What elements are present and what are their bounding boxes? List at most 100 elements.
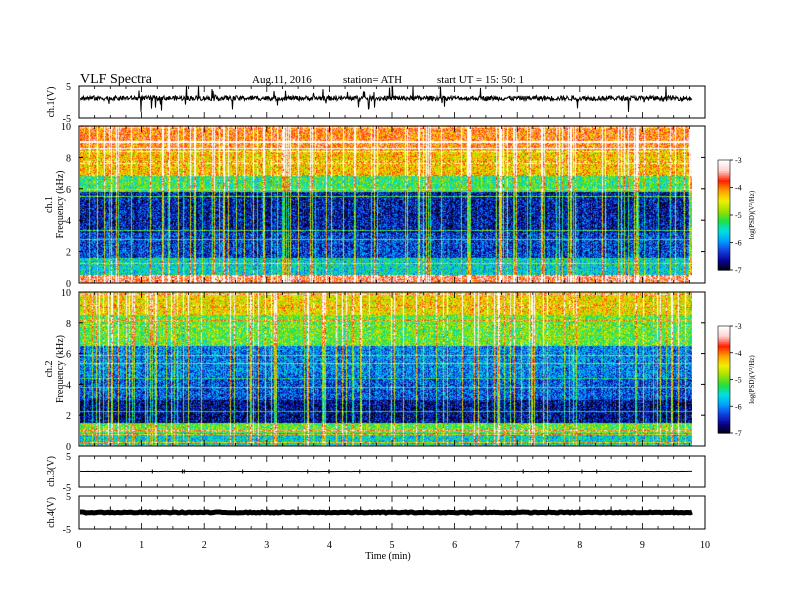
ch1-spectrogram-colorbar-segment [718,268,730,271]
ch1-waveform-trace [79,85,693,112]
ch2-spectrogram-colorbar-segment [718,338,730,341]
ch1-spectrogram-colorbar-segment [718,185,730,189]
ch1-spectrogram-ytick-label: 6 [66,185,71,196]
ch1-spectrogram-colorbar-segment [718,161,730,165]
ch2-spectrogram-colorbar-segment [718,372,730,375]
ch1-spectrogram-colorbar-segment [718,163,730,167]
x-tick-label: 6 [452,540,457,551]
ch4-waveform-trace [80,509,693,516]
ch2-spectrogram-colorbar-segment [718,409,730,413]
ch1-spectrogram-colorbar-segment [718,260,730,264]
ch1-spectrogram-colorbar-segment [718,231,730,234]
ch1-waveform-ytick-label: 5 [66,82,71,93]
ch2-spectrogram-colorbar-segment [718,383,730,386]
ch2-spectrogram-colorbar-segment [718,391,730,395]
ch2-spectrogram-colorbar-segment [718,350,730,354]
ch2-spectrogram-colorbar-segment [718,329,730,332]
ch2-spectrogram-colorbar-segment [718,384,730,388]
ch2-spectrogram-colorbar-segment [718,334,730,338]
ch2-spectrogram-colorbar-segment [718,368,730,372]
ch2-spectrogram-ytick-label: 2 [66,411,71,422]
ch1-spectrogram-colorbar-segment [718,242,730,245]
x-tick-label: 4 [327,540,332,551]
ch2-spectrogram-colorbar-segment [718,431,730,434]
ch1-spectrogram-colorbar-segment [718,211,730,214]
ch2-spectrogram-colorbar-segment [718,427,730,431]
ch1-spectrogram-colorbar-segment [718,165,730,168]
ch1-spectrogram-image [80,126,692,283]
x-tick-label: 7 [515,540,520,551]
ch2-spectrogram-colorbar-segment [718,406,730,409]
ch2-spectrogram-colorbar-segment [718,336,730,340]
ch1-spectrogram-colorbar-segment [718,224,730,227]
ch3-waveform-ylabel: ch.3(V) [46,456,57,487]
x-tick-label: 9 [640,540,645,551]
ch1-spectrogram-ytick-label: 8 [66,153,71,164]
x-tick-label: 8 [577,540,582,551]
ch1-spectrogram-colorbar-segment [718,187,730,190]
x-tick-label: 1 [139,540,144,551]
ch1-spectrogram-colorbar-segment [718,191,730,194]
ch1-spectrogram-colorbar-segment [718,262,730,266]
ch2-spectrogram-colorbar-segment [718,377,730,381]
ch2-spectrogram-colorbar-segment [718,359,730,363]
ch2-spectrogram-colorbar-segment [718,352,730,356]
ch2-spectrogram-colorbar-segment [718,347,730,350]
ch2-spectrogram-colorbar-segment [718,381,730,384]
ch2-spectrogram-image [80,292,692,446]
ch1-spectrogram-colorbar-segment [718,198,730,201]
x-tick-label: 10 [700,540,710,551]
ch1-spectrogram-colorbar-segment [718,180,730,183]
ch2-spectrogram-colorbar-segment [718,375,730,379]
ch2-spectrogram-colorbar-segment [718,345,730,348]
ch2-spectrogram-colorbar-segment [718,399,730,402]
ch2-spectrogram-colorbar-segment [718,331,730,334]
ch2-spectrogram-colorbar-segment [718,420,730,423]
ch2-spectrogram-colorbar-segment [718,422,730,425]
ch2-spectrogram-colorbar-segment [718,393,730,397]
ch1-spectrogram-ytick-label: 0 [66,279,71,290]
ch1-spectrogram-colorbar-segment [718,237,730,240]
ch1-spectrogram-colorbar-tick-label: -7 [735,266,742,275]
ch2-spectrogram-colorbar-segment [718,418,730,422]
date-label: Aug.11, 2016 [252,74,312,86]
ch1-spectrogram-colorbar-segment [718,249,730,253]
ch1-spectrogram-colorbar-segment [718,200,730,203]
ch2-spectrogram-colorbar-segment [718,395,730,398]
ch2-spectrogram-colorbar-segment [718,343,730,347]
ch1-spectrogram-colorbar-segment [718,215,730,218]
ch1-spectrogram-colorbar-segment [718,251,730,255]
ch1-spectrogram-colorbar-tick-label: -3 [735,156,742,165]
ch1-spectrogram-colorbar-segment [718,244,730,247]
ch2-spectrogram-ytick-label: 8 [66,319,71,330]
ch2-spectrogram-colorbar-segment [718,400,730,404]
ch2-spectrogram-colorbar-segment [718,340,730,343]
ch2-spectrogram-colorbar-segment [718,361,730,365]
ch2-spectrogram-colorbar-segment [718,386,730,390]
ch3-waveform-ytick-label: -5 [63,483,71,494]
ch1-spectrogram-colorbar-segment [718,204,730,207]
ch2-spectrogram-colorbar-segment [718,397,730,400]
ch1-spectrogram-colorbar-segment [718,172,730,176]
ch1-waveform-ytick-label: -5 [63,114,71,125]
ch2-spectrogram-colorbar-segment [718,379,730,382]
x-tick-label: 2 [202,540,207,551]
ch1-spectrogram-colorbar-tick-label: -5 [735,211,742,220]
ch1-spectrogram-colorbar-tick-label: -6 [735,239,742,248]
ch2-spectrogram-colorbar-segment [718,425,730,429]
ch2-spectrogram-colorbar-segment [718,424,730,427]
ch1-spectrogram-colorbar-segment [718,167,730,170]
start-time-label: start UT = 15: 50: 1 [437,74,524,86]
ch1-spectrogram-colorbar-segment [718,253,730,256]
ch1-spectrogram-colorbar-segment [718,169,730,172]
ch3-waveform-ytick-label: 5 [66,452,71,463]
ch1-spectrogram-colorbar-segment [718,196,730,200]
ch2-spectrogram-colorbar-segment [718,404,730,407]
ch2-spectrogram-colorbar-segment [718,408,730,411]
ch2-spectrogram-colorbar-segment [718,415,730,418]
ch1-spectrogram-colorbar-segment [718,238,730,242]
ch1-spectrogram-ytick-label: 4 [66,216,71,227]
ch2-spectrogram-colorbar-segment [718,356,730,359]
ch1-spectrogram-colorbar-segment [718,182,730,185]
